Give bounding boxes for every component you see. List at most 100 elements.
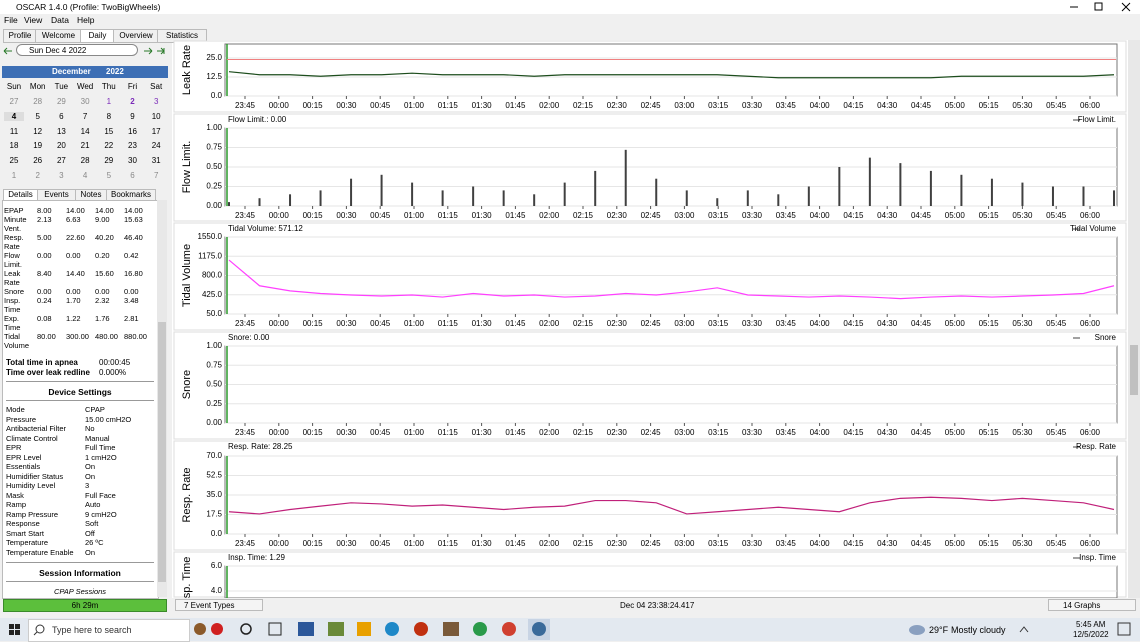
x-tick-label: 04:30 (877, 428, 898, 437)
details-value: 300.00 (66, 332, 89, 341)
calendar-day[interactable]: 9 (130, 111, 135, 121)
x-tick-label: 04:15 (843, 211, 864, 220)
detail-tab[interactable]: Bookmarks (106, 189, 156, 201)
calendar-day[interactable]: 24 (151, 141, 161, 151)
x-tick-label: 04:30 (877, 319, 898, 328)
x-tick-label: 04:15 (843, 101, 864, 110)
menu-item[interactable]: Help (77, 15, 95, 25)
detail-tab[interactable]: Events (37, 189, 76, 201)
calendar-day[interactable]: 25 (9, 156, 19, 166)
calendar-day[interactable]: 20 (56, 141, 66, 151)
window-controls[interactable] (1060, 0, 1140, 14)
x-tick-label: 04:30 (877, 101, 898, 110)
calendar-day[interactable]: 29 (56, 97, 66, 106)
calendar-month[interactable]: December (52, 67, 91, 76)
calendar-day[interactable]: 1 (11, 171, 17, 180)
tab[interactable]: Profile (3, 29, 37, 43)
calendar-day[interactable]: 17 (151, 126, 161, 136)
detail-tab[interactable]: Notes (75, 189, 107, 201)
calendar-day[interactable]: 5 (35, 111, 40, 121)
calendar-day[interactable]: 11 (9, 126, 19, 136)
tab[interactable]: Daily (80, 29, 115, 43)
calendar-day[interactable]: 27 (56, 156, 66, 166)
x-tick-label: 00:30 (336, 428, 357, 437)
menu-item[interactable]: View (24, 15, 43, 25)
x-tick-label: 04:15 (843, 428, 864, 437)
calendar-day[interactable]: 2 (130, 97, 135, 106)
y-tick-label: 0.25 (206, 399, 222, 408)
setting-label: Temperature (6, 538, 49, 547)
calendar-day[interactable]: 21 (80, 141, 90, 151)
calendar-day[interactable]: 18 (9, 141, 19, 151)
x-tick-label: 04:45 (911, 211, 932, 220)
details-value: 0.08 (37, 314, 52, 323)
calendar-day[interactable]: 30 (80, 97, 90, 106)
y-tick-label: 0.75 (206, 143, 222, 152)
calendar-day[interactable]: 15 (104, 126, 114, 136)
calendar-day[interactable]: 16 (128, 126, 137, 136)
calendar-day[interactable]: 10 (151, 111, 161, 121)
calendar-day[interactable]: 7 (153, 171, 159, 180)
y-tick-label: 17.5 (206, 510, 222, 519)
menu-item[interactable]: File (4, 15, 18, 25)
calendar-day[interactable]: 22 (104, 141, 114, 151)
calendar-day[interactable]: 29 (104, 156, 114, 166)
calendar-day[interactable]: 2 (35, 171, 40, 180)
calendar-day[interactable]: 31 (151, 156, 161, 166)
y-tick-label: 1.00 (206, 123, 222, 132)
graphs-dropdown[interactable]: 14 Graphs (1048, 599, 1136, 611)
y-tick-label: 0.25 (206, 182, 222, 191)
calendar-year[interactable]: 2022 (106, 67, 124, 76)
calendar-day[interactable]: 23 (128, 141, 137, 151)
details-label: Insp. Time (4, 296, 21, 314)
x-tick-label: 02:15 (573, 428, 594, 437)
setting-value: Full Time (85, 443, 116, 452)
date-nav-icons[interactable] (0, 44, 170, 58)
y-tick-label: 1550.0 (198, 232, 223, 241)
legend-label: Resp. Rate (1076, 442, 1117, 451)
x-tick-label: 06:00 (1080, 539, 1101, 548)
calendar-day[interactable]: 12 (33, 126, 43, 136)
x-tick-label: 02:30 (607, 211, 628, 220)
calendar-day[interactable]: 13 (56, 126, 66, 136)
timestamp: Dec 04 23:38:24.417 (620, 601, 695, 610)
calendar-day[interactable]: 14 (80, 126, 90, 136)
summary-value: 00:00:45 (99, 358, 131, 367)
calendar-day[interactable]: 4 (82, 171, 88, 180)
calendar-day[interactable]: 28 (80, 156, 90, 166)
calendar-day[interactable]: 4 (4, 111, 24, 121)
calendar-day[interactable]: 19 (33, 141, 43, 151)
detail-tab[interactable]: Details (3, 189, 38, 201)
x-tick-label: 00:15 (303, 539, 324, 548)
calendar-day[interactable]: 3 (153, 97, 159, 106)
event-types-dropdown[interactable]: 7 Event Types (175, 599, 263, 611)
calendar-day[interactable]: 5 (106, 171, 112, 180)
calendar-day[interactable]: 7 (82, 111, 88, 121)
x-tick-label: 04:45 (911, 101, 932, 110)
details-scrollbar[interactable] (157, 200, 167, 597)
calendar-day[interactable]: 6 (130, 171, 135, 180)
calendar-day[interactable]: 1 (106, 97, 112, 106)
menu-item[interactable]: Data (51, 15, 69, 25)
x-tick-label: 02:15 (573, 319, 594, 328)
calendar-day[interactable]: 27 (9, 97, 19, 106)
readout: Snore: 0.00 (228, 333, 270, 342)
x-tick-label: 05:45 (1046, 428, 1067, 437)
search-text[interactable]: Type here to search (52, 625, 132, 635)
details-row: Exp. Time 0.08 1.22 1.76 2.81 (4, 314, 153, 332)
date-picker[interactable]: Sun Dec 4 2022 (16, 44, 138, 56)
y-tick-label: 0.75 (206, 360, 222, 369)
calendar-day[interactable]: 3 (59, 171, 64, 180)
calendar-day[interactable]: 8 (106, 111, 112, 121)
calendar-day[interactable]: 28 (33, 97, 43, 106)
tab[interactable]: Overview (113, 29, 159, 43)
tab[interactable]: Welcome (35, 29, 82, 43)
calendar-day[interactable]: 6 (59, 111, 64, 121)
calendar-day[interactable]: 30 (128, 156, 137, 166)
weekday: Sun (6, 82, 22, 91)
calendar-day[interactable]: 26 (33, 156, 43, 166)
x-tick-label: 00:00 (269, 319, 290, 328)
scrollbar[interactable] (1128, 40, 1140, 598)
x-tick-label: 02:00 (539, 101, 560, 110)
